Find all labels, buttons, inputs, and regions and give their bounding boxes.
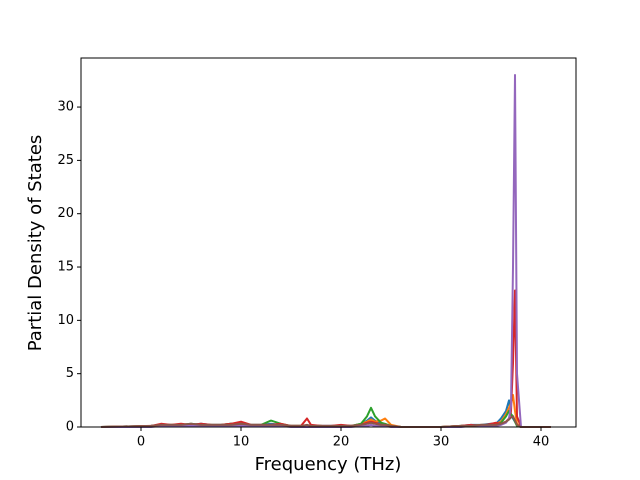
- series-line: [101, 74, 551, 428]
- x-tick-label: 10: [233, 435, 250, 450]
- x-axis-label: Frequency (THz): [255, 454, 402, 475]
- series-line: [100, 399, 551, 428]
- x-tick-label: 20: [333, 435, 350, 450]
- y-tick-label: 20: [57, 206, 74, 221]
- y-tick-label: 10: [57, 313, 74, 328]
- plot-area: [100, 74, 551, 428]
- series-line: [100, 289, 551, 428]
- y-tick-label: 0: [66, 420, 74, 435]
- x-tick-label: 0: [137, 435, 145, 450]
- y-tick-label: 25: [57, 153, 74, 168]
- x-tick-label: 30: [433, 435, 450, 450]
- series-line: [100, 394, 551, 428]
- series-line: [100, 415, 551, 428]
- y-tick-label: 30: [57, 100, 74, 115]
- x-tick-label: 40: [533, 435, 550, 450]
- y-axis-label: Partial Density of States: [25, 135, 46, 352]
- y-tick-label: 5: [66, 366, 74, 381]
- axes-frame: [80, 57, 577, 428]
- y-tick-label: 15: [57, 260, 74, 275]
